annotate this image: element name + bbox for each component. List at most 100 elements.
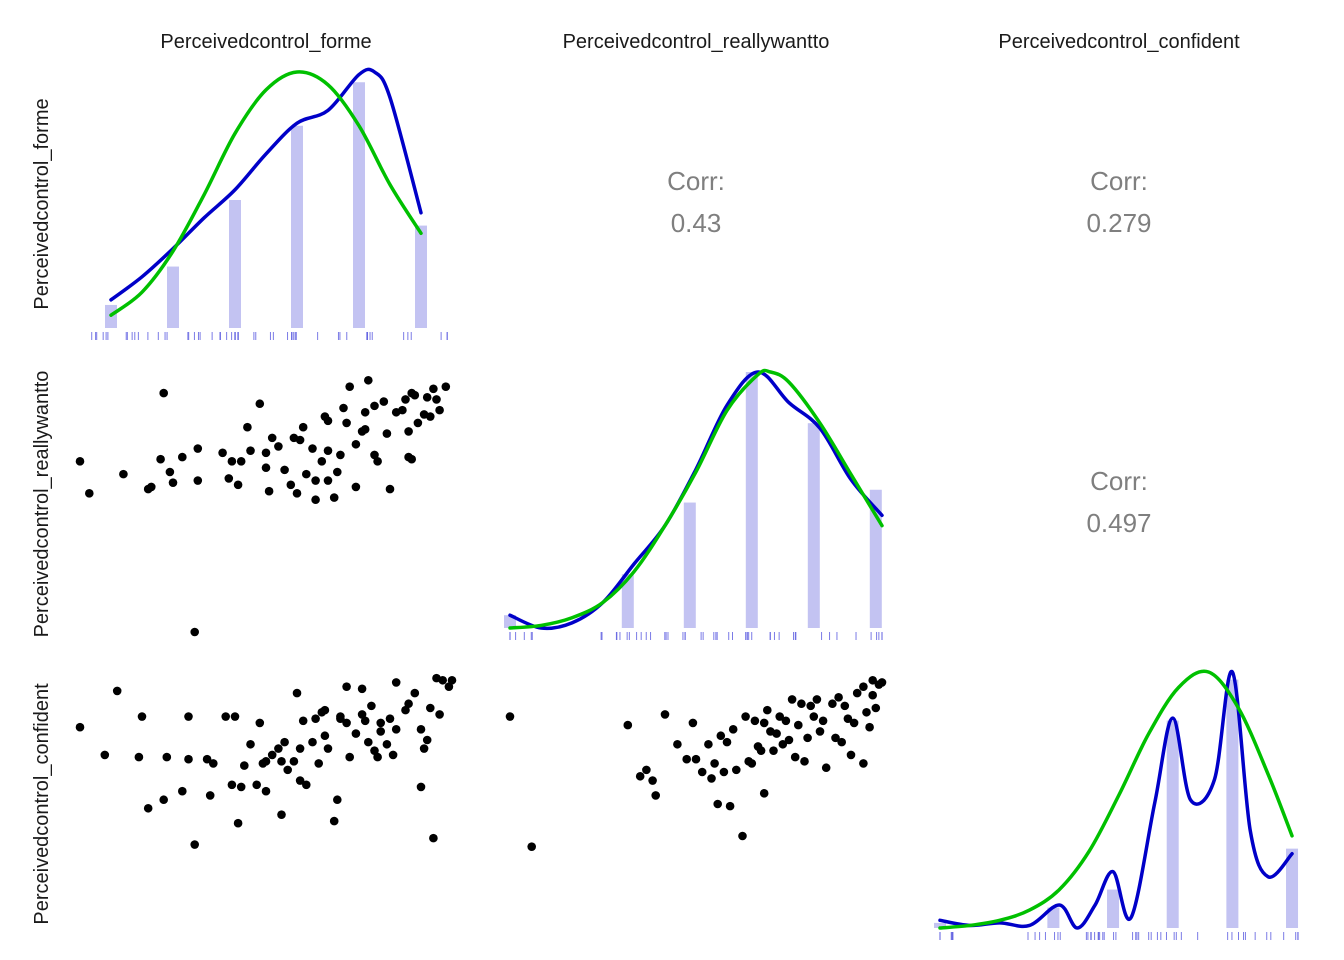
scatter-point xyxy=(165,467,175,477)
column-strip-label: Perceivedcontrol_forme xyxy=(160,31,371,53)
scatter-point xyxy=(311,495,320,505)
scatter-point xyxy=(688,718,698,728)
scatter-point xyxy=(193,444,203,453)
scatter-point xyxy=(342,718,351,728)
scatter-point xyxy=(277,810,286,819)
scatter-point xyxy=(385,714,395,723)
scatter-point xyxy=(416,782,426,792)
scatter-point xyxy=(732,765,741,775)
scatter-point xyxy=(828,699,837,709)
scatter-point xyxy=(205,791,215,800)
scatter-point xyxy=(364,375,373,385)
scatter-point xyxy=(246,739,255,749)
correlation-label: Corr: xyxy=(1090,166,1148,196)
scatter-point xyxy=(295,744,305,753)
scatter-point xyxy=(413,418,423,428)
scatter-point xyxy=(759,718,769,728)
scatter-point xyxy=(865,722,874,732)
scatter-point xyxy=(432,395,441,404)
scatter-point xyxy=(289,757,299,766)
scatter-point xyxy=(444,682,454,691)
scatter-point xyxy=(725,801,735,811)
scatter-point xyxy=(156,454,165,464)
scatter-point xyxy=(648,776,657,785)
correlation-value: 0.43 xyxy=(671,208,722,238)
scatter-point xyxy=(286,480,296,490)
scatter-point xyxy=(426,412,435,421)
scatter-point xyxy=(345,752,355,762)
scatter-point xyxy=(772,729,781,738)
scatter-point xyxy=(224,474,234,483)
scatter-point xyxy=(100,750,110,760)
scatter-point xyxy=(227,457,237,466)
histogram-bar xyxy=(1166,720,1179,928)
scatter-point xyxy=(527,842,536,851)
scatter-point xyxy=(747,759,757,768)
scatter-point xyxy=(345,382,355,391)
scatter-point xyxy=(308,737,317,747)
density-curve xyxy=(938,670,1294,930)
scatter-point xyxy=(261,757,271,766)
scatter-point xyxy=(75,722,85,732)
histogram-bar xyxy=(745,372,758,628)
scatter-point xyxy=(704,739,713,749)
scatter-point xyxy=(398,405,407,415)
scatter-point xyxy=(147,482,156,492)
scatter-point xyxy=(351,439,361,449)
scatter-point xyxy=(716,731,726,741)
scatter-point xyxy=(323,476,333,485)
scatter-point xyxy=(843,714,853,723)
histogram-bar xyxy=(1107,889,1120,928)
scatter-point xyxy=(871,703,881,713)
scatter-point xyxy=(419,744,429,753)
scatter-point xyxy=(159,388,168,398)
scatter-point xyxy=(119,469,128,479)
column-strip-label: Perceivedcontrol_confident xyxy=(998,31,1240,53)
scatter-point xyxy=(738,831,747,841)
scatter-point xyxy=(794,720,803,730)
scatter-point xyxy=(391,678,401,687)
scatter-point xyxy=(388,750,398,760)
scatter-point xyxy=(812,695,822,704)
scatter-point xyxy=(280,737,289,747)
scatter-point xyxy=(728,725,738,734)
scatter-point xyxy=(143,803,153,813)
scatter-point xyxy=(407,454,417,464)
scatter-point xyxy=(360,407,370,417)
density-curve xyxy=(109,67,423,302)
scatter-point xyxy=(831,733,840,743)
scatter-point xyxy=(741,712,750,721)
scatter-point xyxy=(840,701,850,711)
scatter-point xyxy=(404,699,413,709)
scatter-panel xyxy=(75,375,451,637)
scatter-point xyxy=(806,701,815,711)
scatter-point xyxy=(859,682,868,691)
scatter-point xyxy=(267,433,277,443)
scatter-point xyxy=(750,716,760,726)
scatter-point xyxy=(410,688,420,698)
scatter-point xyxy=(818,716,828,726)
scatter-point xyxy=(426,703,435,713)
scatter-point xyxy=(320,731,330,741)
scatter-point xyxy=(370,450,379,460)
scatter-point xyxy=(202,754,212,764)
scatter-point xyxy=(75,457,85,466)
scatter-point xyxy=(236,457,246,466)
scatter-point xyxy=(178,786,187,796)
scatter-point xyxy=(193,476,203,485)
scatter-point xyxy=(333,467,342,477)
scatter-point xyxy=(85,489,94,498)
scatter-point xyxy=(404,427,413,436)
normal-curve xyxy=(508,368,884,630)
scatter-point xyxy=(391,725,401,734)
scatter-point xyxy=(218,448,227,458)
histogram-bar xyxy=(415,225,427,328)
scatter-point xyxy=(642,765,651,775)
scatter-point xyxy=(401,705,410,715)
scatter-point xyxy=(323,744,333,753)
scatter-point xyxy=(261,448,271,458)
scatter-point xyxy=(401,395,410,404)
scatter-point xyxy=(295,776,305,785)
scatter-point xyxy=(834,693,843,702)
scatter-point xyxy=(246,446,255,455)
